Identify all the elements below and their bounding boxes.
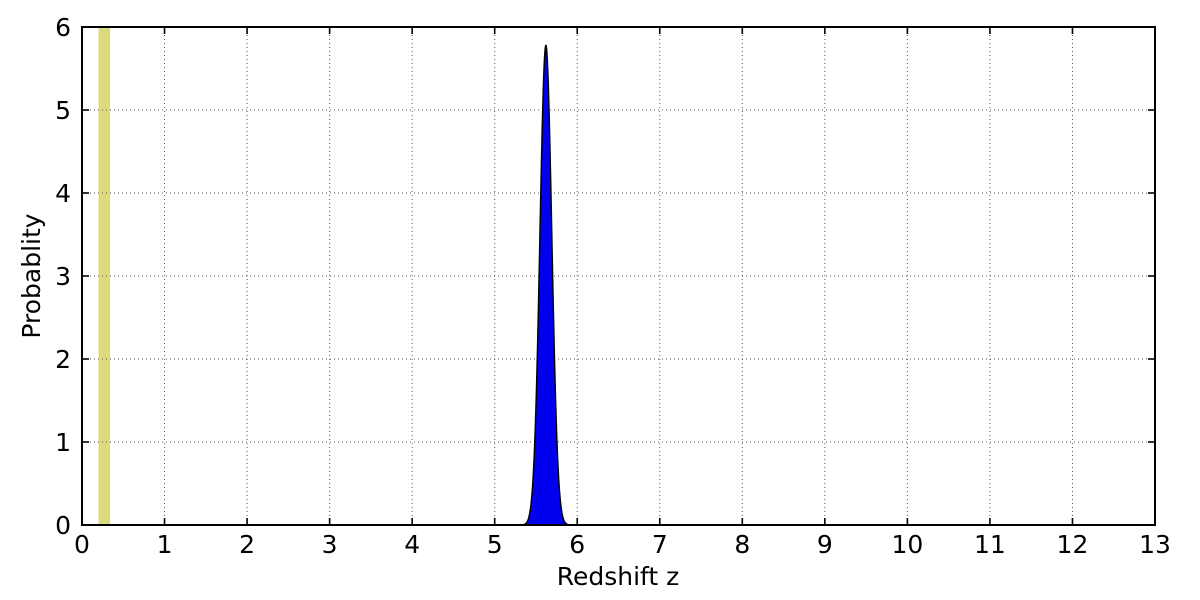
y-tick-label: 3 (55, 262, 71, 291)
y-tick-label: 5 (55, 96, 71, 125)
x-tick-label: 8 (734, 530, 750, 559)
x-axis-title: Redshift z (557, 562, 680, 591)
y-tick-label: 6 (55, 13, 71, 42)
x-tick-label: 7 (652, 530, 668, 559)
x-tick-label: 11 (974, 530, 1006, 559)
x-tick-label: 3 (322, 530, 338, 559)
y-axis-tick-labels: 0 1 2 3 4 5 6 (55, 13, 71, 540)
x-tick-label: 1 (157, 530, 173, 559)
x-tick-label: 10 (891, 530, 923, 559)
y-axis-ticks (82, 26, 1155, 526)
x-tick-label: 12 (1057, 530, 1089, 559)
x-tick-label: 4 (404, 530, 420, 559)
x-axis-ticks (81, 27, 1156, 525)
x-axis-tick-labels: 0 1 2 3 4 5 6 7 8 9 10 11 12 13 (74, 530, 1171, 559)
y-tick-label: 0 (55, 511, 71, 540)
y-tick-label: 1 (55, 428, 71, 457)
y-tick-label: 2 (55, 345, 71, 374)
x-tick-label: 6 (569, 530, 585, 559)
x-tick-label: 2 (239, 530, 255, 559)
x-tick-label: 9 (817, 530, 833, 559)
x-tick-label: 0 (74, 530, 90, 559)
y-axis-title: Probablity (17, 213, 46, 338)
spectroscopic-redshift-band (98, 27, 111, 525)
y-tick-label: 4 (55, 179, 71, 208)
x-tick-label: 5 (487, 530, 503, 559)
x-tick-label: 13 (1139, 530, 1171, 559)
